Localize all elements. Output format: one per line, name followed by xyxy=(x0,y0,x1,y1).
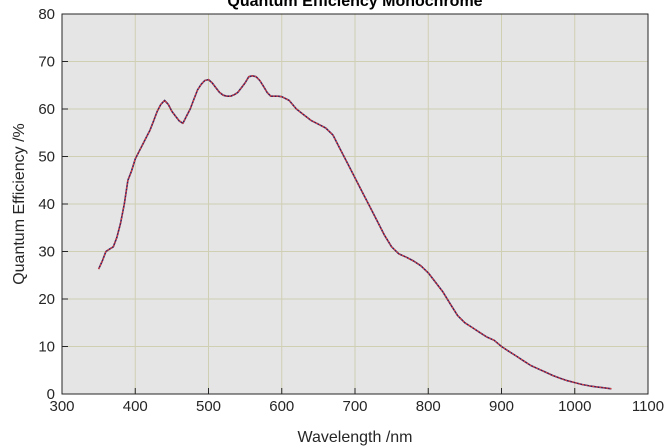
x-tick-label: 600 xyxy=(269,398,294,415)
axes xyxy=(61,13,649,395)
chart-title: Quantum Efficiency Monochrome xyxy=(227,0,482,10)
x-tick-label: 900 xyxy=(489,398,514,415)
x-tick-label: 1000 xyxy=(558,398,591,415)
y-tick-label: 30 xyxy=(38,244,55,261)
x-tick-label: 800 xyxy=(416,398,441,415)
series-line xyxy=(98,75,612,390)
x-axis-label: Wavelength /nm xyxy=(297,429,412,446)
x-tick-label: 1100 xyxy=(632,398,664,415)
y-tick-label: 60 xyxy=(38,101,55,118)
y-tick-label: 70 xyxy=(38,54,55,71)
data-series xyxy=(97,75,612,390)
x-tick-label: 300 xyxy=(49,398,74,415)
x-tick-label: 500 xyxy=(196,398,221,415)
y-tick-label: 50 xyxy=(38,149,55,166)
y-tick-label: 0 xyxy=(47,386,55,403)
x-tick-label: 400 xyxy=(123,398,148,415)
y-tick-label: 20 xyxy=(38,291,55,308)
x-tick-label: 700 xyxy=(342,398,367,415)
y-tick-label: 80 xyxy=(38,6,55,23)
y-axis-label: Quantum Efficiency /% xyxy=(11,123,28,285)
y-tick-label: 40 xyxy=(38,196,55,213)
tick-labels: 300 400 500 600 700 800 900 1000 1100 0 10 20 30 40 50… xyxy=(38,6,664,415)
y-tick-label: 10 xyxy=(38,339,55,356)
